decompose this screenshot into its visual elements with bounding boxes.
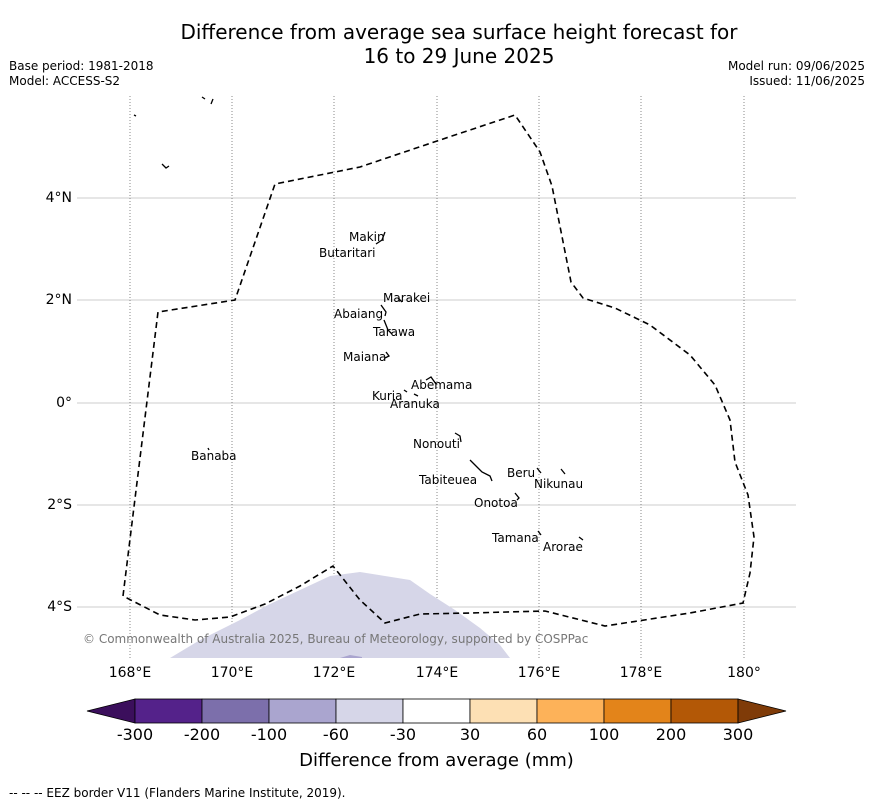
place-label-abaiang: Abaiang bbox=[334, 307, 384, 321]
place-label-tarawa: Tarawa bbox=[373, 325, 416, 339]
island-shape bbox=[161, 163, 170, 169]
lon-label: 168°E bbox=[108, 665, 152, 681]
island-shape bbox=[380, 304, 387, 317]
lon-label: 174°E bbox=[415, 665, 459, 681]
island-shape bbox=[207, 447, 210, 451]
colorbar-max-arrow bbox=[737, 698, 787, 724]
place-label-abemama: Abemama bbox=[411, 378, 473, 392]
lat-label: 4°S bbox=[47, 599, 72, 615]
island-shape bbox=[210, 98, 214, 105]
island-shape bbox=[397, 297, 403, 303]
place-label-nikunau: Nikunau bbox=[534, 477, 584, 491]
island-shapes bbox=[133, 96, 584, 541]
place-label-tabiteuea: Tabiteuea bbox=[419, 473, 478, 487]
place-label-banaba: Banaba bbox=[191, 449, 237, 463]
place-label-butaritari: Butaritari bbox=[319, 246, 376, 260]
lon-label: 170°E bbox=[210, 665, 254, 681]
island-shape bbox=[578, 536, 584, 541]
colorbar-min-arrow bbox=[86, 698, 136, 724]
colorbar-segment bbox=[670, 698, 739, 724]
colorbar-tick: 300 bbox=[722, 725, 754, 744]
place-label-kuria: Kuria bbox=[372, 389, 403, 403]
place-label-tamana: Tamana bbox=[492, 531, 539, 545]
title-line-1: Difference from average sea surface heig… bbox=[180, 20, 738, 44]
island-shape bbox=[469, 459, 493, 482]
colorbar-tick: -200 bbox=[183, 725, 221, 744]
anomaly-region-small bbox=[340, 655, 362, 658]
colorbar-segment bbox=[335, 698, 404, 724]
colorbar-tick: -60 bbox=[322, 725, 350, 744]
place-label-arorae: Arorae bbox=[543, 540, 583, 554]
lat-label: 0° bbox=[56, 395, 72, 411]
colorbar-segment bbox=[536, 698, 605, 724]
island-shape bbox=[383, 319, 393, 335]
island-shape bbox=[454, 432, 462, 443]
island-shape bbox=[514, 492, 520, 501]
place-label-maiana: Maiana bbox=[343, 350, 387, 364]
lon-label: 176°E bbox=[517, 665, 561, 681]
lat-label: 2°N bbox=[45, 292, 72, 308]
island-shape bbox=[133, 114, 137, 117]
place-label-beru: Beru bbox=[507, 466, 536, 480]
colorbar bbox=[86, 698, 787, 724]
issued-date: Issued: 11/06/2025 bbox=[749, 74, 865, 88]
colorbar-segment bbox=[603, 698, 672, 724]
colorbar-tick: -300 bbox=[116, 725, 154, 744]
colorbar-tick: 100 bbox=[588, 725, 620, 744]
meta-right: Model run: 09/06/2025 Issued: 11/06/2025 bbox=[728, 59, 865, 89]
model-run: Model run: 09/06/2025 bbox=[727, 59, 865, 73]
lat-label: 4°N bbox=[45, 190, 72, 206]
lon-label: 180° bbox=[727, 665, 761, 681]
meta-left: Base period: 1981-2018 Model: ACCESS-S2 bbox=[9, 59, 154, 89]
island-shape bbox=[413, 393, 419, 397]
colorbar-label: Difference from average (mm) bbox=[299, 750, 574, 771]
colorbar-tick: 200 bbox=[655, 725, 687, 744]
longitude-gridlines bbox=[129, 96, 745, 658]
colorbar-tick: -100 bbox=[250, 725, 288, 744]
colorbar-segment bbox=[201, 698, 270, 724]
place-label-aranuka: Aranuka bbox=[390, 397, 440, 411]
title-line-2: 16 to 29 June 2025 bbox=[363, 44, 555, 68]
anomaly-region bbox=[170, 572, 510, 658]
base-period: Base period: 1981-2018 bbox=[9, 59, 154, 73]
lon-label: 178°E bbox=[619, 665, 663, 681]
colorbar-segment bbox=[134, 698, 203, 724]
lat-label: 2°S bbox=[47, 497, 72, 513]
island-shape bbox=[403, 389, 408, 393]
colorbar-segment bbox=[469, 698, 538, 724]
map-title: Difference from average sea surface heig… bbox=[0, 20, 873, 68]
island-shape bbox=[537, 530, 542, 536]
place-label-marakei: Marakei bbox=[383, 291, 431, 305]
island-shape bbox=[425, 376, 437, 385]
island-shape bbox=[201, 96, 206, 100]
colorbar-segment bbox=[402, 698, 471, 724]
island-shape bbox=[536, 467, 542, 474]
island-shape bbox=[384, 351, 390, 359]
eez-border bbox=[122, 114, 755, 627]
copyright-notice: © Commonwealth of Australia 2025, Bureau… bbox=[83, 632, 589, 646]
colorbar-tick: 30 bbox=[459, 725, 481, 744]
place-label-onotoa: Onotoa bbox=[474, 496, 518, 510]
island-shape bbox=[560, 468, 566, 475]
eez-footnote: -- -- -- EEZ border V11 (Flanders Marine… bbox=[9, 786, 346, 800]
lon-label: 172°E bbox=[312, 665, 356, 681]
place-label-nonouti: Nonouti bbox=[413, 437, 460, 451]
place-label-makin: Makin bbox=[349, 230, 385, 244]
colorbar-tick: -30 bbox=[389, 725, 417, 744]
island-shape bbox=[375, 231, 386, 245]
colorbar-segment bbox=[268, 698, 337, 724]
model-name: Model: ACCESS-S2 bbox=[9, 74, 121, 88]
colorbar-tick: 60 bbox=[526, 725, 548, 744]
